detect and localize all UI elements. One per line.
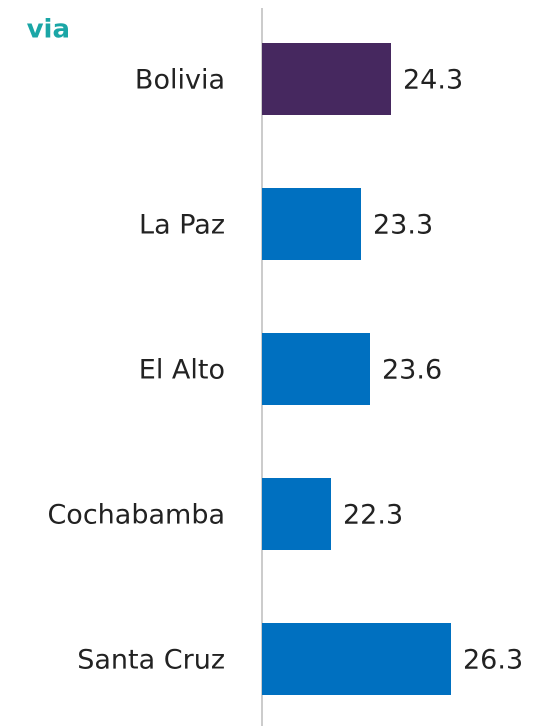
bar (262, 43, 391, 115)
value-label: 22.3 (343, 500, 403, 531)
value-label: 23.6 (382, 355, 442, 386)
category-label: Santa Cruz (77, 645, 225, 676)
category-label: La Paz (139, 210, 225, 241)
chart-title: via (27, 15, 70, 45)
category-label: El Alto (139, 355, 225, 386)
bar (262, 333, 370, 405)
value-label: 23.3 (373, 210, 433, 241)
bar (262, 478, 331, 550)
value-label: 24.3 (403, 65, 463, 96)
bar (262, 188, 361, 260)
category-label: Bolivia (135, 65, 225, 96)
bar (262, 623, 451, 695)
value-label: 26.3 (463, 645, 523, 676)
category-label: Cochabamba (47, 500, 225, 531)
